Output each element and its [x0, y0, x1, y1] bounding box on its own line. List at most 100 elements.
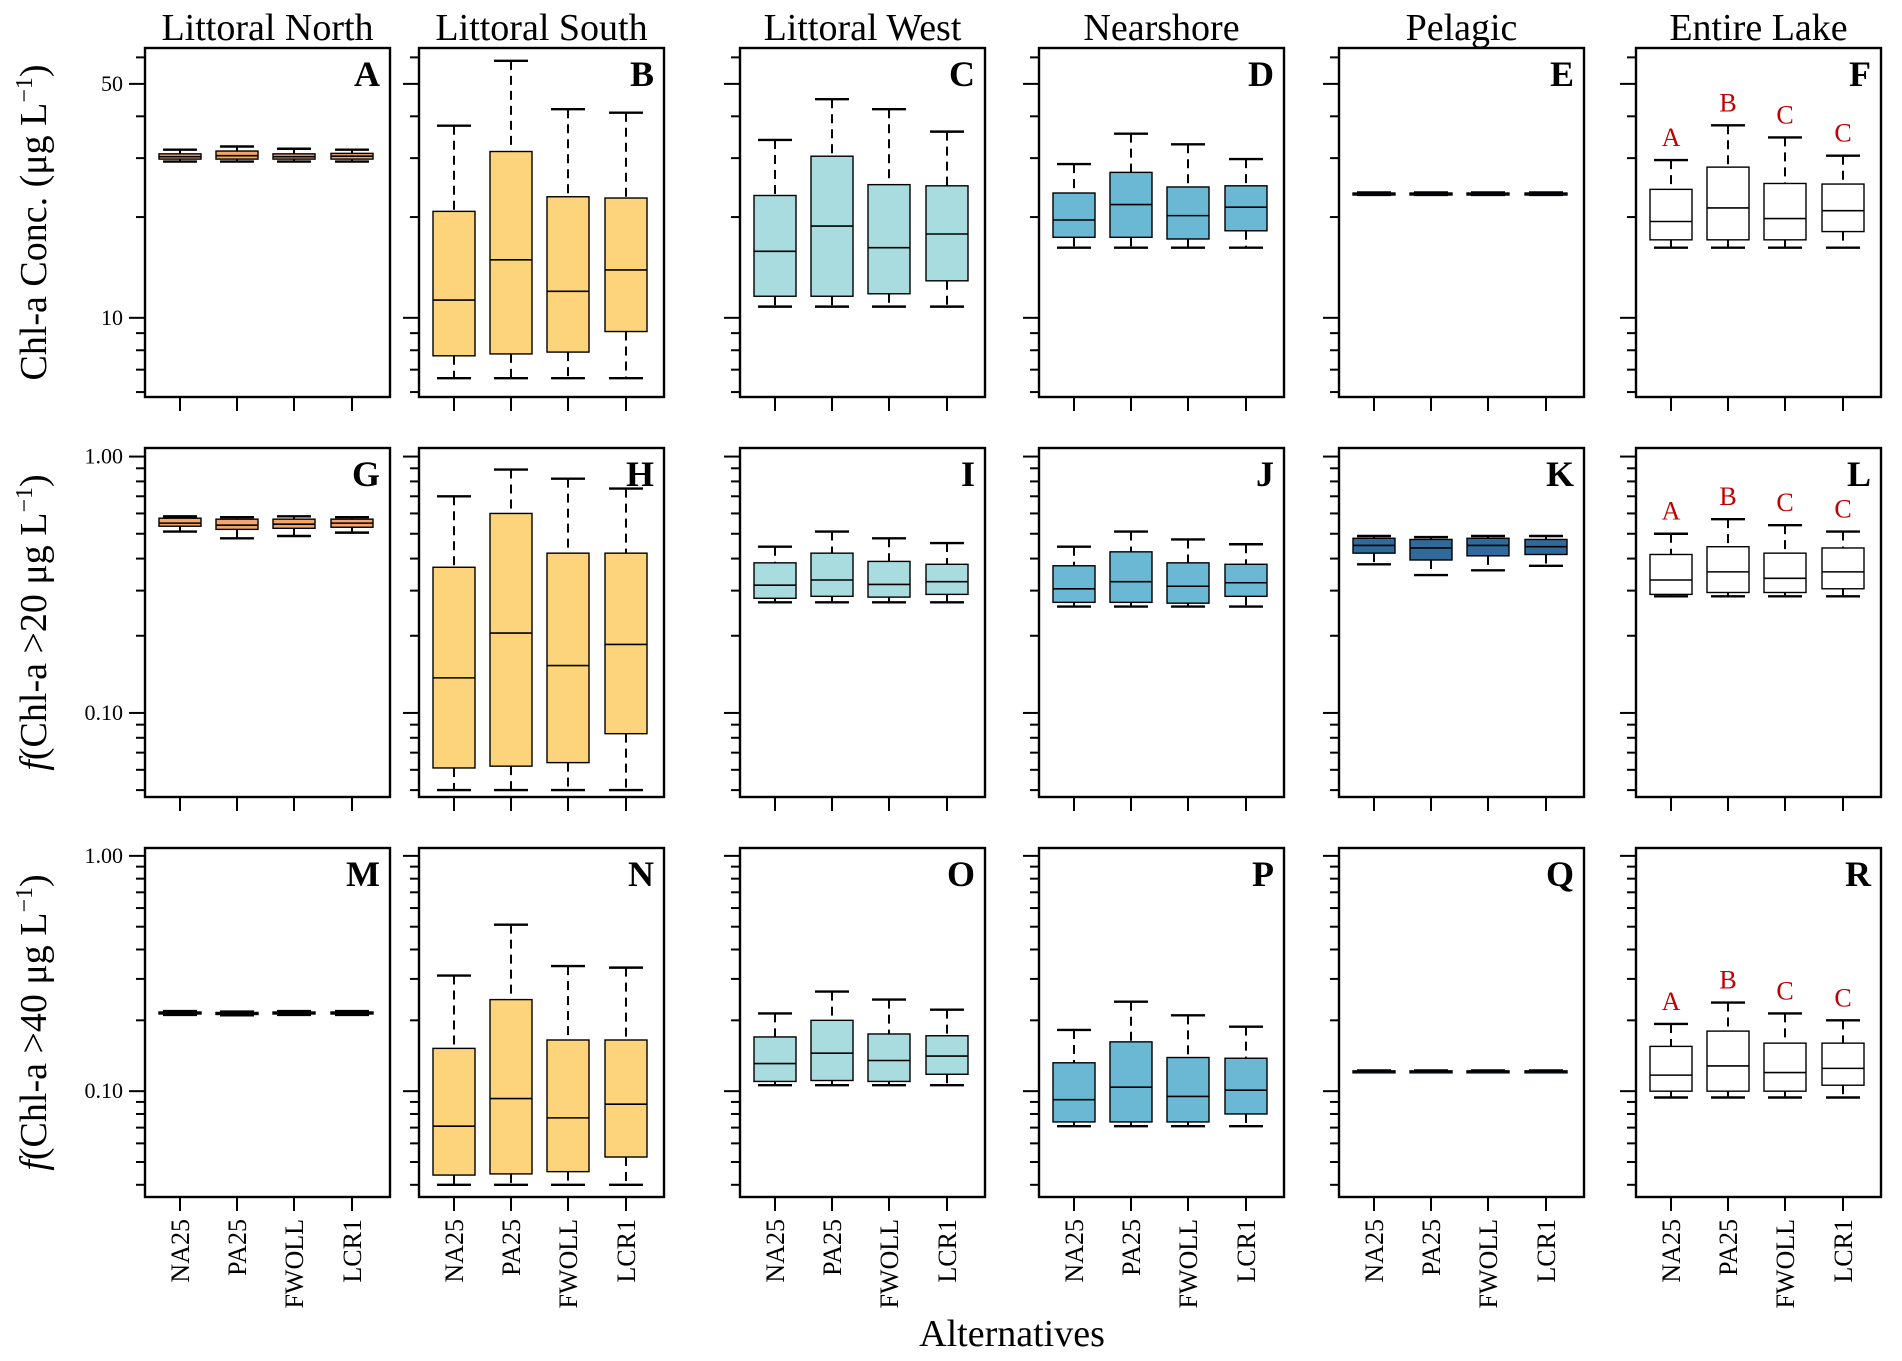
panel-i: I — [724, 446, 987, 811]
panel-letter: R — [1845, 854, 1872, 894]
box-pa25 — [1109, 530, 1153, 608]
interquartile-box — [1821, 1042, 1865, 1086]
panel-m: 0.10 1.00 M NA25 PA25 FWOLL LCR1 — [85, 843, 392, 1309]
panel-frame — [738, 446, 987, 799]
x-tick-label-pa25: PA25 — [223, 1219, 252, 1276]
panel-j: J — [1023, 446, 1286, 811]
box-fwoll — [867, 108, 911, 308]
y-axis-title-tail: ) — [13, 874, 55, 887]
panel-b: B — [403, 46, 666, 411]
panel-p: P NA25 PA25 FWOLL LCR1 — [1023, 846, 1286, 1309]
interquartile-box — [1821, 183, 1865, 233]
interquartile-box — [925, 1035, 969, 1075]
panel-letter: P — [1252, 854, 1274, 894]
interquartile-box — [753, 194, 797, 297]
box-na25 — [1352, 191, 1396, 197]
panel-frame — [1634, 846, 1883, 1199]
box-lcr1 — [330, 148, 374, 163]
interquartile-box — [546, 552, 590, 764]
panel-letter: O — [947, 854, 975, 894]
panel-letter: Q — [1546, 854, 1574, 894]
box-fwoll — [272, 515, 316, 538]
y-axis-title-row-1: Chl-a Conc. (μg L−1) — [12, 64, 55, 380]
significance-letter: C — [1834, 119, 1851, 148]
interquartile-box — [867, 1033, 911, 1083]
y-axis-title-superscript: −1 — [12, 487, 38, 513]
interquartile-box — [215, 518, 259, 531]
box-fwoll — [1763, 136, 1807, 249]
box-lcr1 — [925, 541, 969, 604]
interquartile-box — [604, 197, 648, 333]
box-pa25 — [489, 59, 533, 380]
panel-letter: C — [949, 54, 975, 94]
box-na25 — [432, 974, 476, 1187]
box-na25 — [1052, 162, 1096, 249]
interquartile-box — [604, 552, 648, 735]
x-tick-label-fwoll: FWOLL — [875, 1219, 904, 1309]
panel-frame — [1037, 46, 1286, 399]
interquartile-box — [1224, 185, 1268, 232]
interquartile-box — [546, 1039, 590, 1173]
box-fwoll — [546, 964, 590, 1187]
box-fwoll — [1763, 1012, 1807, 1099]
panel-frame — [417, 46, 666, 399]
box-lcr1 — [604, 966, 648, 1187]
box-na25 — [1052, 545, 1096, 608]
interquartile-box — [489, 150, 533, 355]
panel-o: O NA25 PA25 FWOLL LCR1 — [724, 846, 987, 1309]
box-pa25 — [1409, 535, 1453, 577]
panel-frame — [738, 46, 987, 399]
y-tick-label: 50 — [101, 71, 123, 96]
y-axis-title-superscript: −1 — [12, 887, 38, 913]
x-tick-label-lcr1: LCR1 — [1532, 1219, 1561, 1283]
column-title-littoral-south: Littoral South — [435, 7, 647, 49]
interquartile-box — [1649, 188, 1693, 241]
box-pa25 — [1109, 132, 1153, 249]
box-na25 — [1052, 1028, 1096, 1128]
panel-letter: I — [961, 454, 975, 494]
interquartile-box — [867, 560, 911, 598]
box-na25 — [1649, 532, 1693, 598]
interquartile-box — [810, 552, 854, 598]
box-fwoll — [1166, 1014, 1210, 1128]
chart-root: Littoral North Littoral South Littoral Wes… — [12, 7, 1883, 1355]
panel-e: E — [1323, 46, 1586, 411]
interquartile-box — [604, 1039, 648, 1158]
box-pa25 — [1409, 1069, 1453, 1074]
box-fwoll — [1466, 191, 1510, 197]
interquartile-box — [432, 566, 476, 769]
interquartile-box — [432, 1047, 476, 1176]
panel-letter: B — [630, 54, 654, 94]
interquartile-box — [925, 563, 969, 596]
box-lcr1 — [925, 1008, 969, 1087]
significance-letter: C — [1834, 495, 1851, 524]
box-pa25 — [215, 145, 259, 163]
panel-frame — [1337, 46, 1586, 399]
x-tick-label-pa25: PA25 — [497, 1219, 526, 1276]
x-tick-label-pa25: PA25 — [1117, 1219, 1146, 1276]
box-na25 — [753, 1012, 797, 1087]
interquartile-box — [753, 562, 797, 599]
interquartile-box — [432, 210, 476, 357]
significance-letter: B — [1719, 482, 1736, 511]
box-pa25 — [215, 1010, 259, 1017]
box-pa25 — [489, 923, 533, 1187]
x-tick-label-lcr1: LCR1 — [933, 1219, 962, 1283]
interquartile-box — [1224, 1057, 1268, 1115]
panel-frame — [143, 46, 392, 399]
panel-a: 10 50 A — [101, 46, 392, 411]
box-lcr1 — [1821, 154, 1865, 249]
box-pa25 — [1409, 191, 1453, 197]
x-tick-label-na25: NA25 — [1060, 1219, 1089, 1283]
x-tick-label-na25: NA25 — [1657, 1219, 1686, 1283]
interquartile-box — [1166, 562, 1210, 604]
x-tick-label-fwoll: FWOLL — [554, 1219, 583, 1309]
y-tick-label: 0.10 — [85, 700, 124, 725]
x-tick-label-lcr1: LCR1 — [612, 1219, 641, 1283]
box-lcr1 — [1224, 1025, 1268, 1128]
panel-d: D — [1023, 46, 1286, 411]
panel-frame — [1634, 446, 1883, 799]
panel-n: N NA25 PA25 FWOLL LCR1 — [403, 846, 666, 1309]
significance-letter: B — [1719, 966, 1736, 995]
